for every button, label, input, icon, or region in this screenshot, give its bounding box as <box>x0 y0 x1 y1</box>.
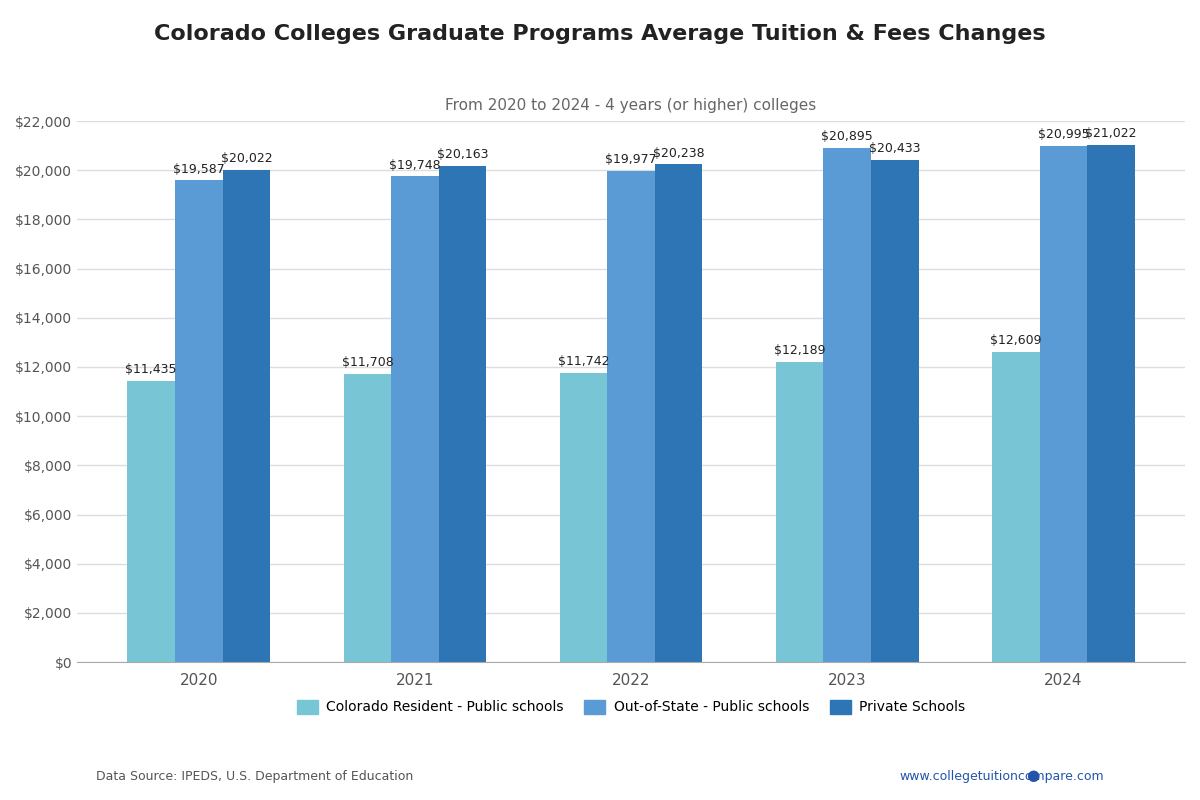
Bar <box>655 165 702 662</box>
Bar <box>776 362 823 662</box>
Text: $20,433: $20,433 <box>869 142 920 154</box>
Text: $21,022: $21,022 <box>1085 127 1136 140</box>
Text: $19,977: $19,977 <box>605 153 656 166</box>
Text: Colorado Colleges Graduate Programs Average Tuition & Fees Changes: Colorado Colleges Graduate Programs Aver… <box>154 24 1046 44</box>
Bar <box>439 166 486 662</box>
Bar <box>871 160 918 662</box>
Bar <box>992 352 1039 662</box>
Bar <box>1087 145 1135 662</box>
Text: $12,609: $12,609 <box>990 334 1042 347</box>
Title: From 2020 to 2024 - 4 years (or higher) colleges: From 2020 to 2024 - 4 years (or higher) … <box>445 98 817 113</box>
Legend: Colorado Resident - Public schools, Out-of-State - Public schools, Private Schoo: Colorado Resident - Public schools, Out-… <box>292 694 971 720</box>
Text: $11,708: $11,708 <box>342 356 394 370</box>
Bar <box>1039 146 1087 662</box>
Text: ●: ● <box>1026 768 1039 783</box>
Text: $19,748: $19,748 <box>389 158 440 171</box>
Text: $19,587: $19,587 <box>173 162 224 175</box>
Text: $20,995: $20,995 <box>1038 128 1090 141</box>
Text: $20,163: $20,163 <box>437 148 488 162</box>
Text: $12,189: $12,189 <box>774 345 826 358</box>
Bar <box>823 148 871 662</box>
Text: $20,238: $20,238 <box>653 146 704 159</box>
Text: Data Source: IPEDS, U.S. Department of Education: Data Source: IPEDS, U.S. Department of E… <box>96 770 413 783</box>
Bar <box>127 381 175 662</box>
Bar <box>222 170 270 662</box>
Bar <box>175 181 222 662</box>
Text: www.collegetuitioncompare.com: www.collegetuitioncompare.com <box>899 770 1104 783</box>
Bar <box>559 374 607 662</box>
Text: $20,022: $20,022 <box>221 152 272 165</box>
Text: $11,742: $11,742 <box>558 355 610 369</box>
Text: $20,895: $20,895 <box>821 130 874 143</box>
Bar <box>343 374 391 662</box>
Text: $11,435: $11,435 <box>126 363 176 376</box>
Bar <box>607 171 655 662</box>
Bar <box>391 177 439 662</box>
